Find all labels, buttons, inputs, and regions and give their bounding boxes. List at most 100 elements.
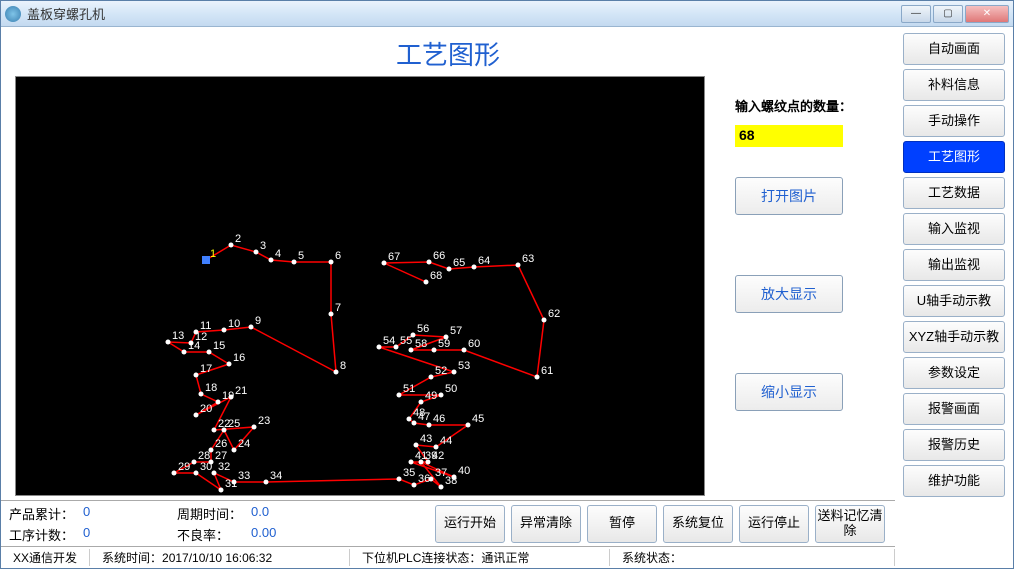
point-label: 21 xyxy=(235,385,247,397)
zoom-in-button[interactable]: 放大显示 xyxy=(735,275,843,313)
titlebar[interactable]: 盖板穿螺孔机 — ▢ ✕ xyxy=(1,1,1013,27)
nav-maint[interactable]: 维护功能 xyxy=(903,465,1005,497)
window-title: 盖板穿螺孔机 xyxy=(27,4,105,23)
point-label: 8 xyxy=(340,360,346,372)
point-label: 52 xyxy=(435,365,447,377)
point-label: 66 xyxy=(433,250,445,262)
nav-alarmh[interactable]: 报警历史 xyxy=(903,429,1005,461)
cycle-value: 0.0 xyxy=(251,504,341,523)
maximize-button[interactable]: ▢ xyxy=(933,5,963,23)
point-label: 6 xyxy=(335,250,341,262)
nav-inmon[interactable]: 输入监视 xyxy=(903,213,1005,245)
btn-sysreset[interactable]: 系统复位 xyxy=(663,505,733,543)
point-count-input[interactable]: 68 xyxy=(735,125,843,147)
defect-label: 不良率： xyxy=(177,525,247,544)
nav-auto[interactable]: 自动画面 xyxy=(903,33,1005,65)
nav-procdata[interactable]: 工艺数据 xyxy=(903,177,1005,209)
point-label: 41 xyxy=(415,450,427,462)
point-label: 31 xyxy=(225,478,237,490)
point-label: 49 xyxy=(425,390,437,402)
point-label: 60 xyxy=(468,338,480,350)
right-nav: 自动画面补料信息手动操作工艺图形工艺数据输入监视输出监视 U轴手动示教 XYZ轴手动… xyxy=(895,27,1013,568)
btn-runstart[interactable]: 运行开始 xyxy=(435,505,505,543)
point-label: 46 xyxy=(433,413,445,425)
point-label: 1 xyxy=(210,248,216,260)
app-window: 盖板穿螺孔机 — ▢ ✕ 工艺图形 1234567891011121314151… xyxy=(0,0,1014,569)
nav-param[interactable]: 参数设定 xyxy=(903,357,1005,389)
point-label: 62 xyxy=(548,308,560,320)
proc-count-label: 工序计数： xyxy=(9,525,79,544)
point-label: 32 xyxy=(218,461,230,473)
nav-alarm[interactable]: 报警画面 xyxy=(903,393,1005,425)
point-label: 38 xyxy=(445,475,457,487)
point-label: 64 xyxy=(478,255,490,267)
point-label: 5 xyxy=(298,250,304,262)
cycle-label: 周期时间： xyxy=(177,504,247,523)
point-label: 24 xyxy=(238,438,250,450)
point-label: 23 xyxy=(258,415,270,427)
point-label: 34 xyxy=(270,470,282,482)
point-label: 59 xyxy=(438,338,450,350)
defect-value: 0.00 xyxy=(251,525,341,544)
nav-manual[interactable]: 手动操作 xyxy=(903,105,1005,137)
point-label: 54 xyxy=(383,335,395,347)
side-controls: 输入螺纹点的数量： 68 打开图片 放大显示 缩小显示 xyxy=(705,76,881,500)
point-label: 26 xyxy=(215,438,227,450)
app-icon xyxy=(5,6,21,22)
point-label: 7 xyxy=(335,302,341,314)
nav-uteach[interactable]: U轴手动示教 xyxy=(903,285,1005,317)
point-label: 56 xyxy=(417,323,429,335)
point-label: 35 xyxy=(403,467,415,479)
status-time: 系统时间：2017/10/10 16:06:32 xyxy=(90,549,350,566)
point-label: 40 xyxy=(458,465,470,477)
point-label: 67 xyxy=(388,251,400,263)
stats-panel: 产品累计： 0 周期时间： 0.0 工序计数： 0 不良率： 0.00 xyxy=(1,501,331,546)
point-label: 18 xyxy=(205,382,217,394)
point-label: 63 xyxy=(522,253,534,265)
point-label: 17 xyxy=(200,363,212,375)
status-bar: XX通信开发 系统时间：2017/10/10 16:06:32 下位机PLC连接… xyxy=(1,546,895,568)
point-label: 55 xyxy=(400,335,412,347)
nav-outmon[interactable]: 输出监视 xyxy=(903,249,1005,281)
btn-memclr[interactable]: 送料记忆清除 xyxy=(815,505,885,543)
point-label: 10 xyxy=(228,318,240,330)
point-label: 53 xyxy=(458,360,470,372)
point-label: 57 xyxy=(450,325,462,337)
point-label: 51 xyxy=(403,383,415,395)
point-label: 45 xyxy=(472,413,484,425)
open-image-button[interactable]: 打开图片 xyxy=(735,177,843,215)
content: 工艺图形 12345678910111213141516171819202122… xyxy=(1,27,1013,568)
point-label: 36 xyxy=(418,473,430,485)
proc-count-value: 0 xyxy=(83,525,173,544)
point-label: 33 xyxy=(238,470,250,482)
nav-feed[interactable]: 补料信息 xyxy=(903,69,1005,101)
bottom-buttons: 运行开始异常清除暂停系统复位运行停止送料记忆清除 xyxy=(331,501,895,546)
main-panel: 工艺图形 12345678910111213141516171819202122… xyxy=(1,27,895,568)
point-label: 25 xyxy=(228,418,240,430)
status-comm: XX通信开发 xyxy=(1,549,90,566)
point-label: 65 xyxy=(453,257,465,269)
btn-errclr[interactable]: 异常清除 xyxy=(511,505,581,543)
point-label: 13 xyxy=(172,330,184,342)
point-label: 58 xyxy=(415,338,427,350)
nav-procfig[interactable]: 工艺图形 xyxy=(903,141,1005,173)
page-title: 工艺图形 xyxy=(1,27,895,76)
point-label: 29 xyxy=(178,461,190,473)
point-count-label: 输入螺纹点的数量： xyxy=(735,96,867,115)
point-label: 19 xyxy=(222,390,234,402)
minimize-button[interactable]: — xyxy=(901,5,931,23)
close-button[interactable]: ✕ xyxy=(965,5,1009,23)
prod-total-label: 产品累计： xyxy=(9,504,79,523)
prod-total-value: 0 xyxy=(83,504,173,523)
point-label: 3 xyxy=(260,240,266,252)
zoom-out-button[interactable]: 缩小显示 xyxy=(735,373,843,411)
nav-xyzteach[interactable]: XYZ轴手动示教 xyxy=(903,321,1005,353)
point-label: 16 xyxy=(233,352,245,364)
bottom-bar: 产品累计： 0 周期时间： 0.0 工序计数： 0 不良率： 0.00 运行开始… xyxy=(1,500,895,546)
point-label: 48 xyxy=(413,407,425,419)
point-label: 50 xyxy=(445,383,457,395)
btn-pause[interactable]: 暂停 xyxy=(587,505,657,543)
point-label: 14 xyxy=(188,340,200,352)
btn-runstop[interactable]: 运行停止 xyxy=(739,505,809,543)
point-label: 43 xyxy=(420,433,432,445)
